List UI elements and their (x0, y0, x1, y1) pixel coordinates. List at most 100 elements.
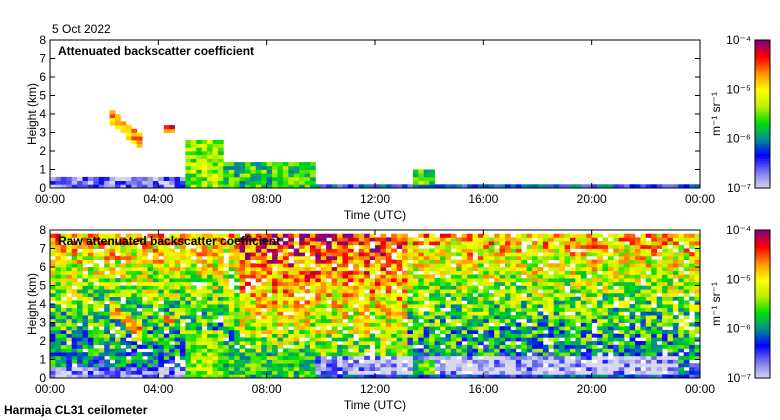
heatmap-cell (115, 304, 121, 309)
heatmap-cell (71, 370, 78, 375)
heatmap-cell (147, 315, 154, 320)
heatmap-cell (483, 329, 490, 334)
heatmap-cell (575, 363, 582, 368)
heatmap-cell (456, 333, 462, 338)
heatmap-cell (266, 244, 273, 249)
heatmap-cell (223, 180, 230, 185)
heatmap-cell (499, 237, 506, 242)
heatmap-cell (412, 307, 419, 312)
heatmap-cell (629, 255, 636, 260)
heatmap-cell (440, 270, 446, 275)
heatmap-cell (483, 248, 490, 253)
heatmap-cell (158, 184, 165, 189)
heatmap-cell (477, 326, 484, 331)
colorbar-swatch (755, 79, 770, 83)
heatmap-cell (505, 241, 511, 246)
heatmap-cell (347, 285, 354, 290)
heatmap-cell (207, 307, 213, 312)
heatmap-cell (396, 329, 403, 334)
heatmap-cell (591, 348, 598, 353)
heatmap-cell (597, 304, 603, 309)
heatmap-cell (586, 289, 592, 294)
heatmap-cell (440, 370, 446, 375)
heatmap-cell (375, 311, 381, 316)
heatmap-cell (234, 315, 240, 320)
heatmap-cell (683, 363, 690, 368)
heatmap-cell (515, 241, 522, 246)
heatmap-cell (440, 300, 446, 305)
heatmap-cell (60, 237, 67, 242)
heatmap-cell (180, 289, 186, 294)
heatmap-cell (645, 274, 652, 279)
heatmap-cell (185, 143, 192, 148)
heatmap-cell (261, 359, 268, 364)
heatmap-cell (104, 329, 110, 334)
heatmap-cell (488, 352, 495, 357)
heatmap-cell (66, 289, 73, 294)
colorbar-swatch (755, 328, 770, 332)
heatmap-cell (131, 233, 138, 238)
heatmap-cell (158, 296, 165, 301)
heatmap-cell (288, 329, 295, 334)
heatmap-cell (277, 176, 284, 181)
heatmap-cell (347, 326, 354, 331)
heatmap-cell (618, 255, 625, 260)
heatmap-cell (597, 341, 603, 346)
heatmap-cell (212, 278, 219, 283)
heatmap-cell (597, 326, 603, 331)
heatmap-cell (694, 255, 701, 260)
heatmap-cell (613, 307, 620, 312)
heatmap-cell (234, 304, 240, 309)
heatmap-cell (640, 285, 647, 290)
heatmap-cell (402, 252, 408, 257)
heatmap-cell (640, 329, 647, 334)
heatmap-cell (477, 237, 484, 242)
heatmap-cell (553, 296, 560, 301)
heatmap-cell (293, 233, 300, 238)
heatmap-cell (55, 366, 62, 371)
heatmap-cell (82, 374, 89, 379)
heatmap-cell (50, 329, 56, 334)
heatmap-cell (450, 274, 457, 279)
heatmap-cell (342, 270, 349, 275)
heatmap-cell (570, 315, 576, 320)
heatmap-cell (228, 244, 235, 249)
heatmap-cell (98, 270, 105, 275)
heatmap-cell (185, 300, 192, 305)
heatmap-cell (299, 341, 305, 346)
heatmap-cell (109, 121, 116, 126)
heatmap-cell (77, 318, 83, 323)
heatmap-cell (586, 315, 592, 320)
heatmap-cell (494, 259, 500, 264)
heatmap-cell (559, 296, 565, 301)
heatmap-cell (396, 281, 403, 286)
heatmap-cell (570, 244, 576, 249)
heatmap-cell (683, 233, 690, 238)
heatmap-cell (586, 270, 592, 275)
heatmap-cell (391, 333, 397, 338)
heatmap-cell (537, 366, 544, 371)
heatmap-cell (277, 374, 284, 379)
heatmap-cell (678, 337, 685, 342)
heatmap-cell (60, 285, 67, 290)
heatmap-cell (326, 281, 332, 286)
heatmap-cell (55, 255, 62, 260)
heatmap-cell (429, 259, 435, 264)
heatmap-cell (402, 300, 408, 305)
heatmap-cell (586, 278, 592, 283)
heatmap-cell (618, 281, 625, 286)
heatmap-cell (125, 244, 132, 249)
heatmap-cell (412, 241, 419, 246)
heatmap-cell (82, 307, 89, 312)
heatmap-cell (245, 173, 251, 178)
heatmap-cell (98, 278, 105, 283)
heatmap-cell (326, 322, 332, 327)
heatmap-cell (537, 359, 544, 364)
heatmap-cell (125, 307, 132, 312)
heatmap-cell (174, 180, 181, 185)
heatmap-cell (488, 341, 495, 346)
heatmap-cell (239, 259, 246, 264)
heatmap-cell (586, 292, 592, 297)
heatmap-cell (163, 352, 170, 357)
heatmap-cell (607, 184, 614, 189)
